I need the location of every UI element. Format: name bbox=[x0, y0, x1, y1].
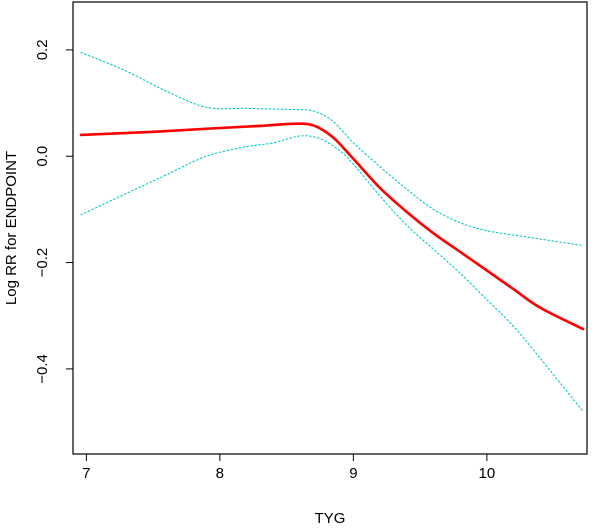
estimate-line bbox=[79, 122, 585, 331]
x-axis: 7 8 9 10 bbox=[82, 453, 496, 482]
y-tick-label: −0.2 bbox=[34, 248, 51, 278]
x-tick-label: 10 bbox=[479, 465, 496, 482]
y-tick-label: 0.0 bbox=[34, 146, 51, 167]
plot-frame bbox=[72, 1, 588, 455]
x-tick-label: 9 bbox=[349, 465, 357, 482]
upper-ci-line bbox=[80, 51, 584, 247]
lower-ci-line bbox=[80, 135, 584, 413]
y-tick-label: −0.4 bbox=[34, 354, 51, 384]
y-axis: −0.4 −0.2 0.0 0.2 bbox=[34, 39, 74, 384]
y-tick-label: 0.2 bbox=[34, 39, 51, 60]
estimate-curve bbox=[79, 122, 585, 331]
x-axis-title: TYG bbox=[315, 510, 346, 527]
x-tick-label: 8 bbox=[216, 465, 224, 482]
x-tick-label: 7 bbox=[82, 465, 90, 482]
y-axis-title: Log RR for ENDPOINT bbox=[3, 151, 20, 305]
confidence-band bbox=[80, 51, 584, 413]
